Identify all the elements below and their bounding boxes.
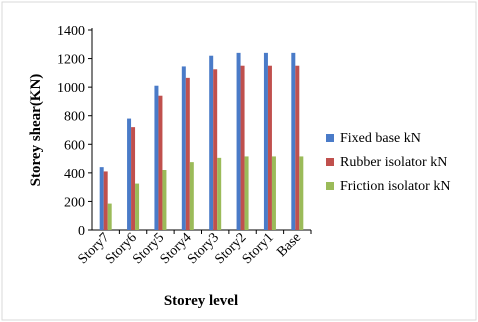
y-tick-label: 400 [64, 167, 85, 182]
bar [181, 66, 186, 230]
y-tick-label: 1000 [57, 81, 85, 96]
bar [291, 52, 296, 230]
bar [135, 183, 140, 230]
y-tick-label: 0 [78, 224, 85, 239]
bar [127, 118, 132, 230]
bar [103, 171, 108, 230]
y-tick-label: 1400 [57, 24, 85, 39]
bar [299, 156, 304, 230]
legend: Fixed base kN Rubber isolator kN Friction … [326, 131, 450, 194]
bars [99, 52, 304, 231]
y-tick-label: 1200 [57, 53, 85, 68]
bar [213, 69, 218, 231]
bar [244, 156, 249, 230]
legend-label: Fixed base kN [340, 131, 421, 146]
legend-swatch [326, 134, 334, 142]
bar [217, 157, 222, 230]
bar [131, 127, 136, 230]
bar [185, 77, 190, 230]
legend-swatch [326, 158, 334, 166]
x-axis-title: Storey level [164, 293, 238, 309]
bar [236, 52, 241, 230]
y-axis: 0 200 400 600 800 1000 1200 1400 [57, 24, 93, 239]
legend-label: Friction isolator kN [340, 179, 450, 194]
bar [158, 95, 163, 230]
bar [107, 203, 112, 230]
legend-label: Rubber isolator kN [340, 155, 447, 170]
bar [209, 55, 214, 230]
bar [267, 65, 272, 230]
bar [240, 65, 245, 230]
bar [263, 52, 268, 230]
y-tick-label: 200 [64, 195, 85, 210]
y-axis-title: Storey shear(KN) [28, 74, 44, 187]
y-tick-label: 800 [64, 110, 85, 125]
bar [99, 167, 104, 230]
bar [162, 170, 167, 230]
bar [271, 156, 276, 230]
y-tick-label: 600 [64, 138, 85, 153]
bar [295, 65, 300, 230]
bar [154, 85, 159, 230]
bar [189, 162, 194, 230]
legend-swatch [326, 182, 334, 190]
